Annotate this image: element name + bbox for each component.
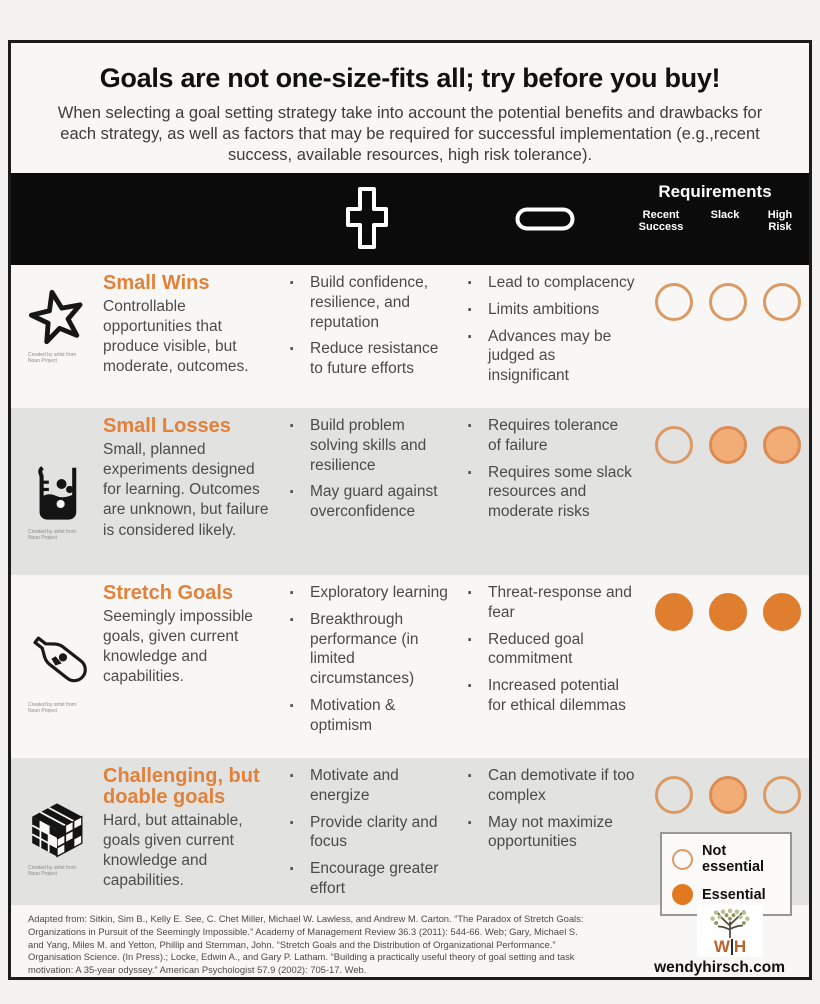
- cons-item: Lead to complacency: [459, 272, 635, 296]
- pros-item: Reduce resistance to future efforts: [281, 338, 449, 379]
- req-col-slack: Slack: [710, 209, 740, 221]
- row-description-cell: Small Losses Small, planned experiments …: [103, 416, 281, 575]
- requirement-circle: [763, 593, 801, 631]
- row-icon-cell: Created by artist from Noun Project: [11, 273, 103, 408]
- goal-description: Hard, but attainable, goals given curren…: [103, 812, 243, 890]
- row-icon-cell: Created by artist from Noun Project: [11, 766, 103, 906]
- pros-list: Motivate and energize Provide clarity an…: [281, 765, 459, 906]
- pros-item: Encourage greater effort: [281, 858, 449, 899]
- icon-credit: Created by artist from Noun Project: [28, 702, 77, 714]
- cons-item: Increased potential for ethical dilemmas: [459, 675, 635, 716]
- requirements-header: Requirements Recent Success Slack High R…: [623, 182, 807, 234]
- requirement-circle: [655, 776, 693, 814]
- pros-item: Build problem solving skills and resilie…: [281, 415, 449, 475]
- page-subtitle: When selecting a goal setting strategy t…: [57, 104, 763, 164]
- plus-icon: [345, 186, 389, 250]
- goal-description: Small, planned experiments designed for …: [103, 441, 269, 539]
- rubiks-cube-icon: [26, 798, 88, 860]
- row-description-cell: Stretch Goals Seemingly impossible goals…: [103, 583, 281, 753]
- requirement-circles: [645, 766, 805, 906]
- requirements-label: Requirements: [658, 182, 772, 201]
- goal-title: Small Wins: [103, 272, 210, 294]
- requirement-circles: [645, 416, 805, 575]
- goal-title: Stretch Goals: [103, 582, 234, 604]
- row-icon-cell: Created by artist from Noun Project: [11, 416, 103, 575]
- legend: Not essential Essential: [660, 832, 792, 916]
- cons-item: Advances may be judged as insignificant: [459, 326, 635, 386]
- requirement-circle: [709, 776, 747, 814]
- legend-item-essential: Essential: [672, 884, 780, 905]
- cons-item: Reduced goal commitment: [459, 629, 635, 670]
- citation-text: Adapted from: Sitkin, Sim B., Kelly E. S…: [28, 913, 584, 976]
- pros-list: Build problem solving skills and resilie…: [281, 415, 459, 575]
- icon-credit: Created by artist from Noun Project: [28, 865, 77, 877]
- pros-item: Build confidence, resilience, and reputa…: [281, 272, 449, 332]
- icon-credit: Created by artist from Noun Project: [28, 529, 77, 541]
- legend-item-not-essential: Not essential: [672, 843, 780, 875]
- pros-item: Exploratory learning: [281, 582, 449, 606]
- pros-item: Breakthrough performance (in limited cir…: [281, 609, 449, 689]
- cons-item: Requires tolerance of failure: [459, 415, 635, 456]
- table-row: Created by artist from Noun Project Smal…: [11, 408, 809, 575]
- goal-title: Small Losses: [103, 415, 231, 437]
- tree-icon: [710, 908, 750, 938]
- pros-item: May guard against overconfidence: [281, 481, 449, 522]
- cons-list: Can demotivate if too complex May not ma…: [459, 765, 645, 906]
- minus-icon: [515, 207, 575, 231]
- cons-item: Requires some slack resources and modera…: [459, 462, 635, 522]
- pros-item: Provide clarity and focus: [281, 812, 449, 853]
- requirement-circle: [763, 283, 801, 321]
- requirement-circle: [709, 593, 747, 631]
- cons-list: Lead to complacency Limits ambitions Adv…: [459, 272, 645, 408]
- footer: Adapted from: Sitkin, Sim B., Kelly E. S…: [11, 905, 809, 977]
- requirement-circle: [655, 283, 693, 321]
- requirement-circle: [763, 776, 801, 814]
- requirement-circle: [709, 283, 747, 321]
- not-essential-circle-icon: [672, 848, 693, 870]
- table-row: Created by artist from Noun Project Smal…: [11, 265, 809, 408]
- legend-label: Not essential: [702, 843, 765, 875]
- legend-label: Essential: [702, 886, 766, 903]
- goal-description: Seemingly impossible goals, given curren…: [103, 608, 253, 686]
- pros-item: Motivate and energize: [281, 765, 449, 806]
- requirements-columns: Recent Success Slack High Risk: [623, 209, 807, 234]
- icon-credit: Created by artist from Noun Project: [28, 352, 77, 364]
- req-col-recent-success: Recent Success: [638, 209, 684, 234]
- logo-trunk-bar: [730, 938, 733, 955]
- infographic-card: Goals are not one-size-fits all; try bef…: [8, 40, 812, 980]
- table-header-bar: Requirements Recent Success Slack High R…: [11, 173, 809, 265]
- bottle-icon: [24, 627, 90, 697]
- cons-list: Requires tolerance of failure Requires s…: [459, 415, 645, 575]
- intro-section: Goals are not one-size-fits all; try bef…: [11, 43, 809, 173]
- cons-list: Threat-response and fear Reduced goal co…: [459, 582, 645, 753]
- cons-item: May not maximize opportunities: [459, 812, 635, 853]
- row-description-cell: Small Wins Controllable opportunities th…: [103, 273, 281, 408]
- row-description-cell: Challenging, but doable goals Hard, but …: [103, 766, 281, 906]
- row-icon-cell: Created by artist from Noun Project: [11, 583, 103, 753]
- essential-circle-icon: [672, 884, 693, 905]
- requirement-circle: [655, 426, 693, 464]
- requirement-circle: [655, 593, 693, 631]
- pros-list: Build confidence, resilience, and reputa…: [281, 272, 459, 408]
- pros-item: Motivation & optimism: [281, 695, 449, 736]
- requirement-circles: [645, 583, 805, 753]
- cons-item: Can demotivate if too complex: [459, 765, 635, 806]
- table-row: Created by artist from Noun Project Stre…: [11, 575, 809, 753]
- pros-list: Exploratory learning Breakthrough perfor…: [281, 582, 459, 753]
- beaker-icon: [28, 464, 86, 524]
- page-title: Goals are not one-size-fits all; try bef…: [99, 63, 721, 93]
- requirement-circle: [709, 426, 747, 464]
- cons-item: Threat-response and fear: [459, 582, 635, 623]
- req-col-high-risk: High Risk: [767, 209, 793, 234]
- goal-title: Challenging, but doable goals: [103, 765, 260, 808]
- requirement-circles: [645, 273, 805, 408]
- goal-description: Controllable opportunities that produce …: [103, 298, 249, 376]
- star-icon: [26, 285, 88, 347]
- requirement-circle: [763, 426, 801, 464]
- cons-item: Limits ambitions: [459, 299, 635, 323]
- website-url: wendyhirsch.com: [654, 959, 785, 976]
